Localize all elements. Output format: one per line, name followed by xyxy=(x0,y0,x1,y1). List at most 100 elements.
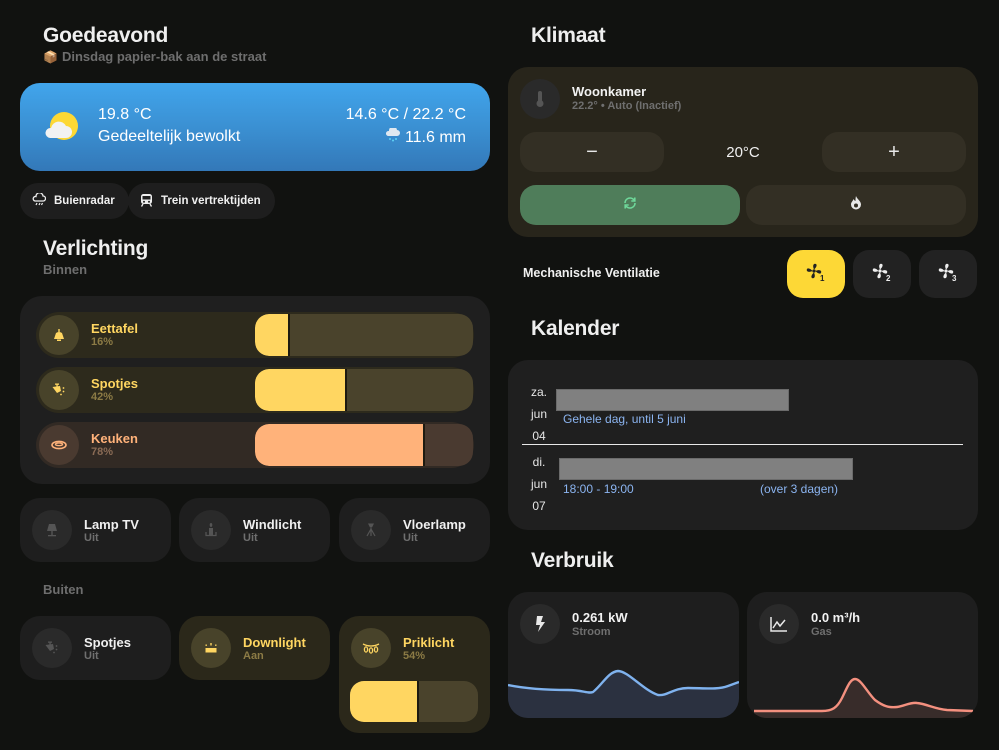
table-lamp-icon[interactable] xyxy=(32,510,72,550)
tile-name: Priklicht xyxy=(403,635,455,650)
tile-vloerlamp[interactable]: Vloerlamp Uit xyxy=(339,498,490,562)
plus-icon: + xyxy=(888,140,900,163)
dimmer-lights-card: Eettafel 16% Spotjes 42% Keuken 78% xyxy=(20,296,490,484)
tile-state: Aan xyxy=(243,650,264,662)
tile-name: Vloerlamp xyxy=(403,517,466,532)
increase-temperature-button[interactable]: + xyxy=(822,132,966,172)
svg-text:3: 3 xyxy=(952,274,957,282)
chart-line-icon xyxy=(759,604,799,644)
spotlight-icon[interactable] xyxy=(32,628,72,668)
tile-state: 54% xyxy=(403,650,426,662)
greeting-title: Goedeavond xyxy=(43,24,169,47)
brightness-slider[interactable] xyxy=(350,681,478,722)
reminder-text: Dinsdag papier-bak aan de straat xyxy=(61,49,267,64)
calendar-card: za. jun 04 Gehele dag, until 5 juni di. … xyxy=(508,360,978,530)
weather-radar-icon xyxy=(32,191,47,210)
dimmer-row-spotjes[interactable]: Spotjes 42% xyxy=(36,367,474,413)
mode-heat-button[interactable] xyxy=(746,185,966,225)
thermometer-icon[interactable] xyxy=(520,79,560,119)
downlight-icon[interactable] xyxy=(191,628,231,668)
event-month: jun xyxy=(530,477,547,491)
floor-lamp-icon[interactable] xyxy=(351,510,391,550)
brightness-slider[interactable] xyxy=(255,369,473,411)
energy-value: 0.261 kW xyxy=(572,610,628,625)
tile-name: Lamp TV xyxy=(84,517,139,532)
fan-speed-3-icon: 3 xyxy=(937,262,959,287)
spotlight-icon[interactable] xyxy=(39,370,79,410)
lighting-title: Verlichting xyxy=(43,237,149,260)
brightness-slider-fill xyxy=(255,424,426,466)
dimmer-row-eettafel[interactable]: Eettafel 16% xyxy=(36,312,474,358)
weather-temperature: 19.8 °C xyxy=(98,106,152,123)
tile-windlicht[interactable]: Windlicht Uit xyxy=(179,498,330,562)
event-relative-time: (over 3 dagen) xyxy=(760,482,839,496)
ceiling-ring-icon[interactable] xyxy=(39,425,79,465)
thermostat-name: Woonkamer xyxy=(572,84,647,99)
dimmer-name: Spotjes xyxy=(91,376,138,391)
rain-cloud-icon xyxy=(385,126,400,148)
dimmer-name: Eettafel xyxy=(91,321,138,336)
weather-precipitation: 11.6 mm xyxy=(385,126,466,148)
event-date: za. jun 04 xyxy=(524,381,554,447)
event-title-redacted[interactable] xyxy=(559,458,853,480)
tile-state: Uit xyxy=(243,532,258,544)
weather-card[interactable]: 19.8 °C Gedeeltelijk bewolkt 14.6 °C / 2… xyxy=(20,83,490,171)
outside-label: Buiten xyxy=(43,582,84,597)
chip-label: Trein vertrektijden xyxy=(161,195,261,207)
svg-text:2: 2 xyxy=(886,274,891,282)
tile-name: Spotjes xyxy=(84,635,131,650)
stroom-sparkline xyxy=(508,669,739,718)
svg-text:1: 1 xyxy=(820,274,825,282)
dimmer-row-keuken[interactable]: Keuken 78% xyxy=(36,422,474,468)
reminder-subtitle: 📦 Dinsdag papier-bak aan de straat xyxy=(43,49,266,64)
ventilation-label: Mechanische Ventilatie xyxy=(523,266,660,280)
tile-downlight[interactable]: Downlight Aan xyxy=(179,616,330,680)
dimmer-name: Keuken xyxy=(91,431,138,446)
event-time: Gehele dag, until 5 juni xyxy=(563,412,686,426)
dimmer-percent: 42% xyxy=(91,391,114,403)
event-day: 04 xyxy=(532,429,546,443)
chip-buienradar[interactable]: Buienradar xyxy=(20,183,129,219)
event-time: 18:00 - 19:00 xyxy=(563,482,634,496)
ceiling-bell-icon[interactable] xyxy=(39,315,79,355)
energy-card-stroom[interactable]: 0.261 kW Stroom xyxy=(508,592,739,718)
calendar-title: Kalender xyxy=(531,317,620,340)
tile-state: Uit xyxy=(84,650,99,662)
event-divider xyxy=(522,444,963,445)
energy-value: 0.0 m³/h xyxy=(811,610,861,625)
weather-range: 14.6 °C / 22.2 °C xyxy=(345,106,466,123)
event-month: jun xyxy=(530,407,547,421)
dimmer-percent: 16% xyxy=(91,336,114,348)
thermostat-card: Woonkamer 22.2° • Auto (Inactief) − 20°C… xyxy=(508,67,978,237)
fan-speed-3-button[interactable]: 3 xyxy=(919,250,977,298)
chip-trein-vertrektijden[interactable]: Trein vertrektijden xyxy=(128,183,275,219)
tile-priklicht[interactable]: Priklicht 54% xyxy=(339,616,490,733)
brightness-slider-fill xyxy=(255,369,347,411)
fan-speed-2-button[interactable]: 2 xyxy=(853,250,911,298)
brightness-slider[interactable] xyxy=(255,424,473,466)
chip-label: Buienradar xyxy=(54,195,115,207)
target-temperature: 20°C xyxy=(726,143,760,161)
event-title-redacted[interactable] xyxy=(556,389,789,411)
candle-icon[interactable] xyxy=(191,510,231,550)
auto-mode-icon xyxy=(622,195,638,216)
energy-card-gas[interactable]: 0.0 m³/h Gas xyxy=(747,592,978,718)
dimmer-percent: 78% xyxy=(91,446,114,458)
event-day: 07 xyxy=(532,499,546,513)
train-icon xyxy=(140,193,153,210)
tile-lamp-tv[interactable]: Lamp TV Uit xyxy=(20,498,171,562)
brightness-slider-fill xyxy=(350,681,420,722)
event-date: di. jun 07 xyxy=(524,451,554,517)
tile-state: Uit xyxy=(84,532,99,544)
mode-auto-button[interactable] xyxy=(520,185,740,225)
tile-spotjes-buiten[interactable]: Spotjes Uit xyxy=(20,616,171,680)
fan-speed-1-button[interactable]: 1 xyxy=(787,250,845,298)
minus-icon: − xyxy=(586,140,598,163)
string-lights-icon[interactable] xyxy=(351,628,391,668)
event-weekday: di. xyxy=(532,455,546,469)
brightness-slider[interactable] xyxy=(255,314,473,356)
energy-label: Stroom xyxy=(572,626,611,638)
brightness-slider-fill xyxy=(255,314,290,356)
decrease-temperature-button[interactable]: − xyxy=(520,132,664,172)
gas-sparkline xyxy=(754,677,974,718)
